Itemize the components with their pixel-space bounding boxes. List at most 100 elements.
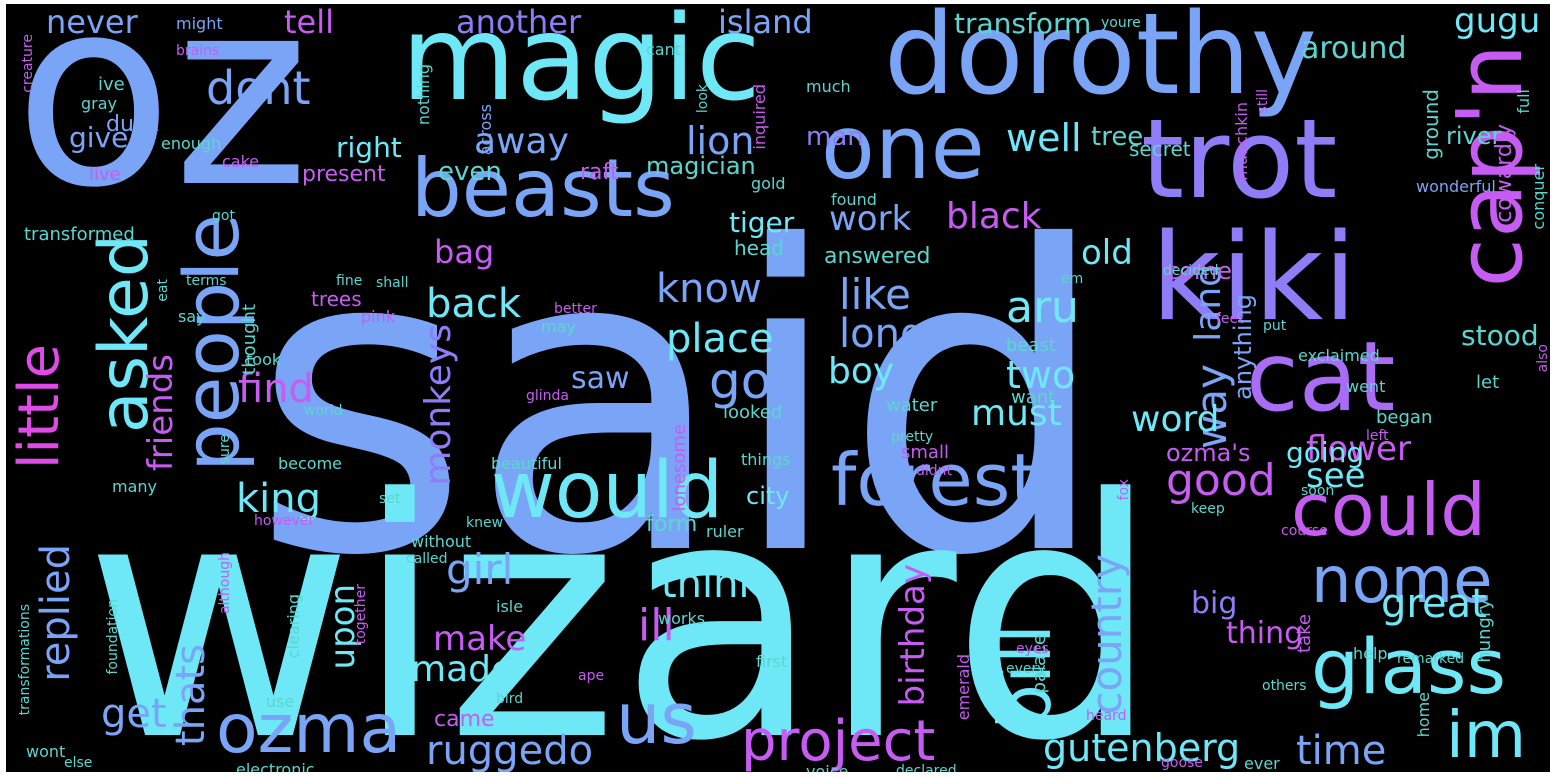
cloud-word: soon bbox=[1301, 483, 1335, 499]
cloud-word: magician bbox=[646, 152, 756, 180]
cloud-word: ground bbox=[1419, 89, 1443, 160]
cloud-word: clearing bbox=[284, 594, 303, 659]
cloud-word: creature bbox=[20, 34, 36, 93]
cloud-word: glass bbox=[1311, 622, 1507, 711]
cloud-word: came bbox=[434, 707, 495, 732]
cloud-word: terms bbox=[186, 273, 227, 289]
cloud-word: wonderful bbox=[1416, 177, 1496, 196]
cloud-word: cowardly bbox=[1492, 124, 1517, 223]
cloud-word: made bbox=[411, 649, 514, 690]
cloud-word: much bbox=[806, 77, 851, 96]
cloud-word: voice bbox=[806, 762, 849, 773]
cloud-word: back bbox=[426, 281, 522, 327]
cloud-word: beast bbox=[1006, 335, 1056, 356]
cloud-word: away bbox=[474, 121, 569, 162]
cloud-word: brains bbox=[176, 43, 220, 59]
cloud-word: another bbox=[456, 4, 582, 41]
cloud-word: great bbox=[1381, 581, 1487, 627]
cloud-word: many bbox=[112, 477, 157, 496]
cloud-word: look bbox=[695, 84, 711, 114]
cloud-word: got bbox=[212, 208, 235, 224]
cloud-word: em bbox=[1061, 271, 1084, 287]
cloud-word: oz bbox=[14, 4, 310, 245]
cloud-word: never bbox=[46, 4, 138, 41]
cloud-word: glinda bbox=[526, 388, 570, 404]
cloud-word: emerald bbox=[954, 654, 973, 721]
cloud-word: better bbox=[554, 301, 597, 317]
cloud-word: knew bbox=[466, 515, 504, 531]
cloud-word: beasts bbox=[411, 142, 675, 235]
cloud-word: found bbox=[831, 190, 877, 209]
cloud-word: home bbox=[1414, 692, 1433, 738]
cloud-word: hungry bbox=[1474, 599, 1495, 663]
cloud-word: gold bbox=[751, 174, 786, 193]
cloud-word: tiger bbox=[729, 206, 795, 239]
cloud-word: duck bbox=[106, 112, 159, 137]
cloud-word: long bbox=[839, 311, 926, 357]
cloud-word: friends bbox=[141, 354, 181, 472]
cloud-word: country bbox=[1082, 554, 1131, 715]
cloud-word: left bbox=[1366, 428, 1389, 444]
cloud-word: magic bbox=[401, 4, 761, 127]
cloud-word: gray bbox=[81, 94, 118, 113]
cloud-word: full bbox=[1514, 89, 1533, 114]
cloud-word: transform bbox=[954, 7, 1092, 40]
cloud-word: beautiful bbox=[491, 454, 562, 473]
cloud-word: become bbox=[278, 454, 343, 473]
cloud-word: see bbox=[1306, 456, 1366, 496]
cloud-word: one bbox=[821, 96, 985, 199]
cloud-word: make bbox=[433, 619, 527, 659]
cloud-word: may bbox=[541, 317, 576, 336]
cloud-word: lion bbox=[686, 119, 755, 163]
cloud-word: island bbox=[718, 4, 813, 41]
cloud-word: eyes bbox=[1016, 641, 1049, 657]
cloud-word: aru bbox=[1006, 282, 1079, 333]
cloud-word: remarked bbox=[1397, 651, 1465, 667]
cloud-word: course bbox=[1281, 523, 1328, 539]
cloud-word: like bbox=[839, 270, 912, 319]
cloud-word: also bbox=[1535, 344, 1550, 373]
cloud-word: world bbox=[304, 403, 343, 419]
cloud-word: ever bbox=[1244, 754, 1280, 772]
cloud-word: small bbox=[901, 442, 949, 463]
cloud-word: youre bbox=[1101, 15, 1141, 31]
cloud-word: know bbox=[656, 266, 762, 312]
cloud-word: dont bbox=[206, 61, 311, 115]
cloud-word: good bbox=[1166, 455, 1276, 506]
cloud-word: let bbox=[1476, 372, 1500, 393]
cloud-word: bird bbox=[496, 691, 524, 707]
cloud-word: present bbox=[302, 162, 386, 187]
cloud-word: bag bbox=[434, 233, 495, 271]
cloud-word: say bbox=[178, 307, 206, 326]
cloud-word: went bbox=[1346, 377, 1386, 396]
cloud-word: boy bbox=[828, 351, 895, 392]
cloud-word: take bbox=[1294, 614, 1315, 653]
cloud-word: feet bbox=[1216, 311, 1244, 327]
cloud-word: river bbox=[1446, 122, 1502, 150]
cloud-word: project bbox=[741, 709, 936, 772]
cloud-word: stood bbox=[1461, 319, 1539, 352]
cloud-word: lonesome bbox=[669, 424, 690, 512]
cloud-word: set bbox=[379, 491, 401, 507]
cloud-word: man bbox=[806, 122, 864, 152]
cloud-word: trot bbox=[1141, 95, 1338, 223]
cloud-word: cake bbox=[222, 152, 260, 171]
cloud-word: work bbox=[829, 199, 912, 239]
cloud-word: could bbox=[1291, 468, 1486, 552]
cloud-word: every bbox=[1006, 661, 1046, 677]
cloud-word: cat bbox=[1246, 321, 1396, 433]
cloud-word: would bbox=[491, 446, 724, 536]
cloud-word: tell bbox=[284, 4, 335, 41]
cloud-word: ive bbox=[98, 74, 125, 95]
cloud-word: old bbox=[1081, 233, 1133, 273]
cloud-word: water bbox=[886, 395, 938, 416]
cloud-word: even bbox=[438, 157, 502, 187]
cloud-word: wont bbox=[26, 742, 66, 761]
cloud-word: around bbox=[1301, 31, 1407, 66]
cloud-word: pretty bbox=[891, 429, 934, 445]
cloud-word: live bbox=[89, 164, 121, 185]
cloud-word: head bbox=[734, 236, 784, 260]
cloud-word: time bbox=[1296, 728, 1387, 772]
cloud-word: didnt bbox=[916, 463, 953, 479]
cloud-word: forest bbox=[831, 438, 1039, 522]
